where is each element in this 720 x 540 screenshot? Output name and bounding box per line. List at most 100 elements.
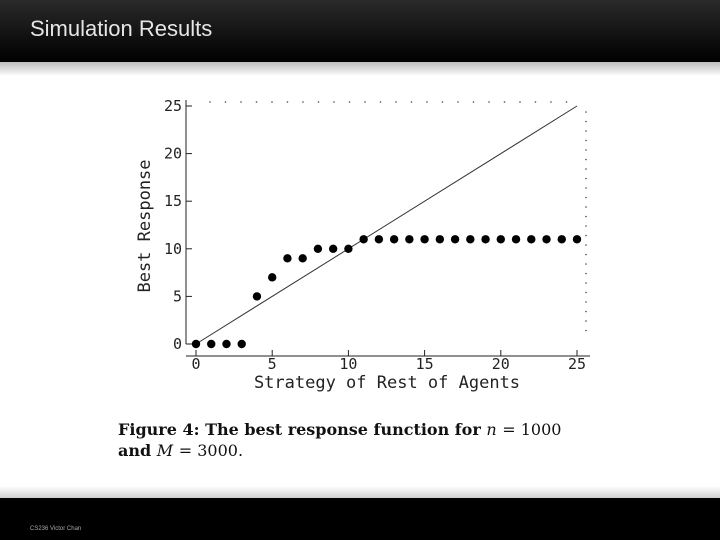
frame-dot-top (255, 101, 258, 103)
frame-dot-top (333, 101, 335, 103)
frame-dot-right (585, 215, 587, 218)
data-point (557, 235, 566, 244)
frame-dot-right (585, 196, 587, 199)
y-axis-label: Best Response (135, 159, 155, 292)
frame-dot-top (457, 101, 459, 103)
data-point (222, 339, 231, 349)
frame-dot-top (410, 101, 413, 103)
frame-dot-top (317, 101, 320, 103)
data-point (572, 235, 582, 244)
data-point (344, 244, 353, 253)
frame-dot-right (585, 329, 587, 332)
slide-header: Simulation Results (0, 0, 720, 62)
y-tick-label: 5 (173, 287, 182, 305)
frame-dot-top (395, 101, 397, 103)
x-axis-label: Strategy of Rest of Agents (254, 373, 520, 393)
frame-dot-top (364, 101, 366, 103)
frame-dot-top (348, 101, 351, 103)
frame-dot-top (472, 101, 475, 103)
data-point (237, 339, 246, 349)
data-point (450, 235, 460, 244)
y-tick-label: 15 (164, 192, 182, 210)
x-tick-label: 25 (568, 355, 586, 373)
data-point (268, 273, 277, 282)
data-point (359, 235, 368, 244)
frame-dot-right (585, 310, 587, 313)
frame-dot-right (585, 120, 587, 123)
slide-footer: CS236 Victor Chan (0, 498, 720, 540)
frame-dot-top (379, 101, 382, 103)
x-tick-label: 15 (416, 355, 434, 373)
frame-dot-right (585, 234, 587, 237)
frame-dot-top (519, 101, 521, 103)
data-point (374, 235, 384, 244)
frame-dot-top (426, 101, 428, 103)
data-point (527, 235, 536, 244)
data-point (313, 244, 323, 253)
frame-dot-right (585, 272, 587, 275)
frame-dot-right (585, 301, 587, 303)
frame-dot-top (224, 101, 227, 103)
data-point (283, 254, 292, 263)
frame-dot-right (585, 244, 587, 246)
frame-dot-top (534, 101, 537, 103)
data-point (511, 235, 521, 244)
slide-title: Simulation Results (30, 16, 213, 41)
caption-var-n: n (486, 420, 497, 439)
header-band (0, 62, 720, 76)
x-tick-label: 10 (339, 355, 357, 373)
x-tick-label: 0 (191, 355, 200, 373)
data-point (481, 235, 490, 244)
frame-dot-top (488, 101, 490, 103)
frame-dot-right (585, 263, 587, 265)
figure-caption: Figure 4: The best response function for… (118, 419, 638, 461)
caption-label: Figure 4: (118, 420, 200, 439)
frame-dot-right (585, 139, 587, 142)
frame-dot-top (550, 101, 552, 103)
data-point (389, 235, 399, 244)
reference-line (195, 105, 578, 345)
data-point (298, 254, 307, 263)
caption-var-m: M (156, 441, 174, 460)
frame-dot-right (585, 130, 587, 132)
frame-dot-top (302, 101, 304, 103)
x-tick-label: 5 (268, 355, 277, 373)
frame-dot-right (585, 111, 587, 113)
data-point (252, 292, 262, 301)
data-point (542, 235, 551, 244)
frame-dot-right (585, 225, 587, 227)
footer-text: CS236 Victor Chan (30, 526, 82, 532)
frame-dot-top (565, 101, 568, 103)
frame-dot-right (585, 168, 587, 170)
data-point (435, 235, 445, 244)
footer-band (0, 486, 720, 498)
frame-dot-right (585, 206, 587, 208)
data-point (191, 339, 201, 349)
x-tick-label: 20 (492, 355, 510, 373)
frame-dot-right (585, 253, 587, 256)
data-point (207, 339, 216, 349)
caption-eq-m: = 3000. (178, 441, 244, 460)
caption-eq-n: = 1000 (502, 420, 562, 439)
frame-dot-top (209, 101, 211, 103)
frame-dot-top (441, 101, 444, 103)
caption-and: and (118, 441, 152, 460)
frame-dot-right (585, 282, 587, 284)
y-tick-label: 25 (164, 97, 182, 115)
data-point (420, 235, 429, 244)
data-point (466, 235, 475, 244)
data-point (496, 235, 505, 244)
frame-dot-right (585, 320, 587, 322)
frame-dot-right (585, 291, 587, 294)
frame-dot-top (240, 101, 242, 103)
data-point (405, 235, 414, 244)
frame-dot-top (503, 101, 506, 103)
y-tick-label: 20 (164, 145, 182, 163)
frame-dot-right (585, 187, 587, 189)
frame-dot-top (271, 101, 273, 103)
frame-dot-right (585, 177, 587, 180)
frame-dot-right (585, 149, 587, 151)
y-tick-label: 10 (164, 240, 182, 258)
caption-text: The best response function for (205, 420, 481, 439)
